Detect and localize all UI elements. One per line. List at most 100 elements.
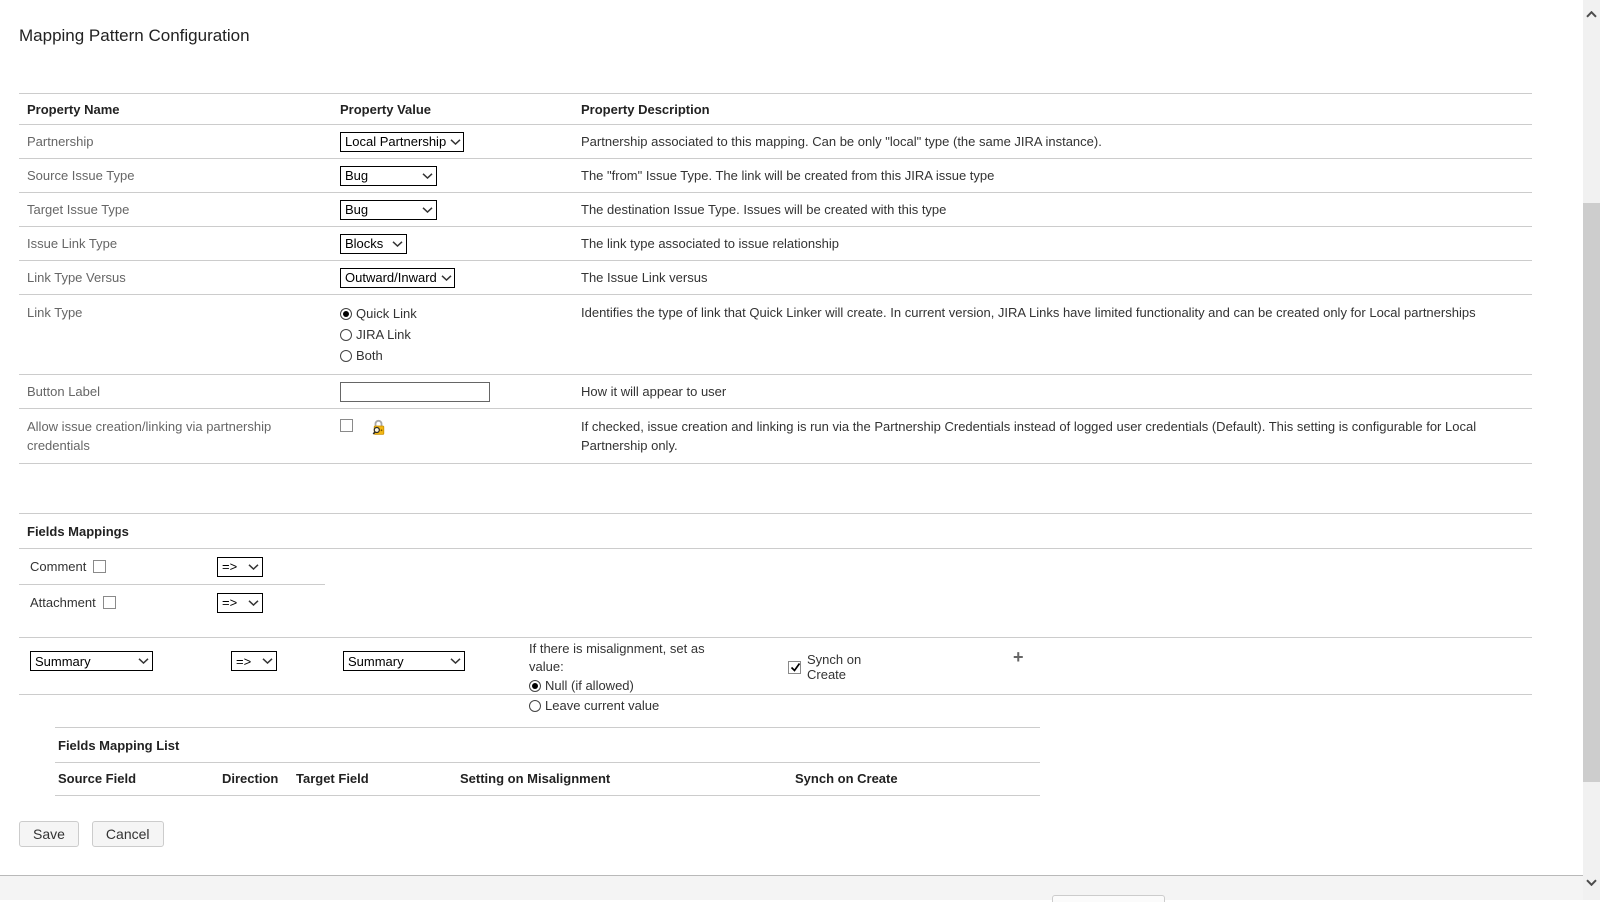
properties-table-header: Property Name Property Value Property De… — [19, 94, 1532, 125]
lock-icon — [372, 419, 385, 435]
partnership-select[interactable]: Local Partnership — [340, 131, 464, 152]
synch-on-create-checkbox[interactable] — [788, 660, 801, 674]
radio-quick-link-label: Quick Link — [356, 306, 417, 321]
scrollbar-thumb[interactable] — [1583, 203, 1600, 782]
link-type-description: Identifies the type of link that Quick L… — [581, 305, 1476, 320]
radio-null-if-allowed[interactable] — [529, 680, 541, 692]
column-header-target-field: Target Field — [296, 771, 369, 786]
chevron-down-icon — [1586, 879, 1597, 886]
radio-both-label: Both — [356, 348, 383, 363]
fields-mappings-heading: Fields Mappings — [27, 524, 129, 539]
column-header-source-field: Source Field — [58, 771, 137, 786]
synch-on-create-label: Synch on Create — [807, 652, 862, 682]
misalignment-title: If there is misalignment, set as value: — [529, 641, 705, 674]
comment-checkbox[interactable] — [93, 560, 107, 573]
comment-direction-select[interactable]: => — [217, 556, 263, 577]
table-row-link-type: Link Type Quick Link JIRA Link Both Iden… — [19, 295, 1532, 375]
cancel-button[interactable]: Cancel — [91, 821, 164, 847]
attachment-direction-value: => — [222, 595, 238, 610]
issue-link-type-description: The link type associated to issue relati… — [581, 236, 839, 251]
issue-link-type-select[interactable]: Blocks — [340, 233, 407, 254]
comment-label: Comment — [30, 559, 87, 574]
direction-select-value: => — [236, 653, 252, 669]
chevron-down-icon — [422, 172, 433, 179]
direction-select[interactable]: => — [231, 651, 277, 671]
attachment-checkbox[interactable] — [102, 596, 116, 609]
radio-jira-link[interactable] — [340, 328, 352, 341]
button-label-label: Button Label — [27, 384, 101, 399]
scrollbar-down-arrow[interactable] — [1583, 874, 1600, 891]
table-row-target-issue-type: Target Issue Type Bug The destination Is… — [19, 193, 1532, 227]
fields-mapping-list: Fields Mapping List Source Field Directi… — [55, 727, 1040, 796]
synch-on-create-option[interactable]: Synch on Create — [788, 652, 903, 682]
chevron-down-icon — [138, 658, 149, 664]
column-header-direction: Direction — [222, 771, 279, 786]
misalignment-option-null[interactable]: Null (if allowed) — [529, 676, 739, 696]
chevron-up-icon — [1586, 11, 1597, 18]
partnership-description: Partnership associated to this mapping. … — [581, 134, 1102, 149]
chevron-down-icon — [392, 240, 403, 247]
table-row-link-type-versus: Link Type Versus Outward/Inward The Issu… — [19, 261, 1532, 295]
radio-quick-link[interactable] — [340, 307, 352, 320]
button-label-input[interactable] — [340, 381, 490, 402]
attachment-direction-select[interactable]: => — [217, 592, 263, 613]
target-issue-type-description: The destination Issue Type. Issues will … — [581, 202, 947, 217]
attachment-label: Attachment — [30, 595, 96, 610]
comment-direction-value: => — [222, 559, 238, 574]
page-title: Mapping Pattern Configuration — [19, 26, 250, 45]
checkmark-icon — [790, 662, 801, 672]
credentials-label: Allow issue creation/linking via partner… — [27, 419, 272, 453]
radio-jira-link-label: JIRA Link — [356, 327, 411, 342]
chevron-down-icon — [450, 658, 461, 664]
target-field-select[interactable]: Summary — [343, 651, 465, 671]
link-type-option-quick-link[interactable]: Quick Link — [340, 303, 573, 324]
link-type-versus-select-value: Outward/Inward — [345, 270, 437, 285]
radio-leave-current-value[interactable] — [529, 700, 541, 712]
link-type-option-jira-link[interactable]: JIRA Link — [340, 324, 573, 345]
column-header-property-value: Property Value — [340, 101, 432, 117]
column-header-property-name: Property Name — [27, 101, 120, 117]
field-mapping-editor-row: Summary => Summary If there is misalignm… — [19, 638, 1532, 713]
link-type-versus-select[interactable]: Outward/Inward — [340, 267, 455, 288]
chevron-down-icon — [422, 206, 433, 213]
link-type-versus-label: Link Type Versus — [27, 270, 126, 285]
source-issue-type-select-value: Bug — [345, 168, 369, 183]
source-issue-type-label: Source Issue Type — [27, 168, 135, 183]
add-mapping-button[interactable]: + — [1013, 647, 1024, 667]
chevron-down-icon — [248, 563, 259, 570]
source-issue-type-select[interactable]: Bug — [340, 165, 437, 186]
main-content: Mapping Pattern Configuration Property N… — [19, 0, 1532, 847]
issue-link-type-select-value: Blocks — [345, 236, 384, 251]
scrollbar-up-arrow[interactable] — [1583, 6, 1600, 23]
column-header-synch-on-create: Synch on Create — [795, 771, 898, 786]
issue-link-type-label: Issue Link Type — [27, 236, 118, 251]
table-row-partnership: Partnership Local Partnership Partnershi… — [19, 125, 1532, 159]
table-row-source-issue-type: Source Issue Type Bug The "from" Issue T… — [19, 159, 1532, 193]
fields-mapping-list-heading: Fields Mapping List — [58, 738, 180, 753]
properties-table: Property Name Property Value Property De… — [19, 93, 1532, 464]
save-button[interactable]: Save — [19, 821, 79, 847]
target-issue-type-label: Target Issue Type — [27, 202, 130, 217]
vertical-scrollbar[interactable] — [1583, 0, 1600, 900]
target-field-select-value: Summary — [348, 653, 404, 669]
partnership-select-value: Local Partnership — [345, 134, 447, 149]
radio-null-if-allowed-label: Null (if allowed) — [545, 678, 634, 693]
fields-mappings-divider — [19, 513, 1532, 514]
target-issue-type-select[interactable]: Bug — [340, 199, 437, 220]
table-row-button-label: Button Label How it will appear to user — [19, 375, 1532, 409]
fields-mapping-list-header: Source Field Direction Target Field Sett… — [55, 763, 1040, 795]
credentials-checkbox[interactable] — [340, 419, 353, 432]
button-label-description: How it will appear to user — [581, 384, 727, 399]
source-field-select[interactable]: Summary — [30, 651, 153, 671]
misalignment-option-leave[interactable]: Leave current value — [529, 696, 739, 716]
column-header-setting-on-misalignment: Setting on Misalignment — [460, 771, 611, 786]
radio-both[interactable] — [340, 349, 352, 362]
chevron-down-icon — [441, 274, 452, 281]
link-type-versus-description: The Issue Link versus — [581, 270, 708, 285]
misalignment-block: If there is misalignment, set as value: … — [529, 640, 739, 716]
radio-leave-current-value-label: Leave current value — [545, 698, 660, 713]
link-type-option-both[interactable]: Both — [340, 345, 573, 366]
comment-mapping-row: Comment => — [19, 549, 1532, 584]
attachment-mapping-row: Attachment => — [19, 585, 1532, 620]
credentials-description: If checked, issue creation and linking i… — [581, 419, 1477, 453]
